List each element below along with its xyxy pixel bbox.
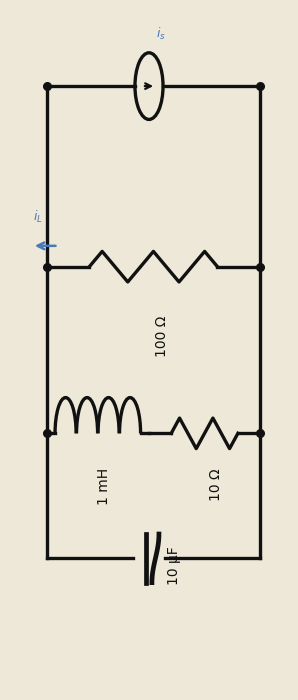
Text: $i_s$: $i_s$: [156, 27, 166, 43]
Text: 1 mH: 1 mH: [97, 468, 111, 505]
Text: 10 Ω: 10 Ω: [209, 468, 223, 500]
Text: 100 Ω: 100 Ω: [155, 315, 169, 357]
Text: $i_L$: $i_L$: [33, 209, 43, 225]
Text: 10 μF: 10 μF: [167, 546, 181, 584]
